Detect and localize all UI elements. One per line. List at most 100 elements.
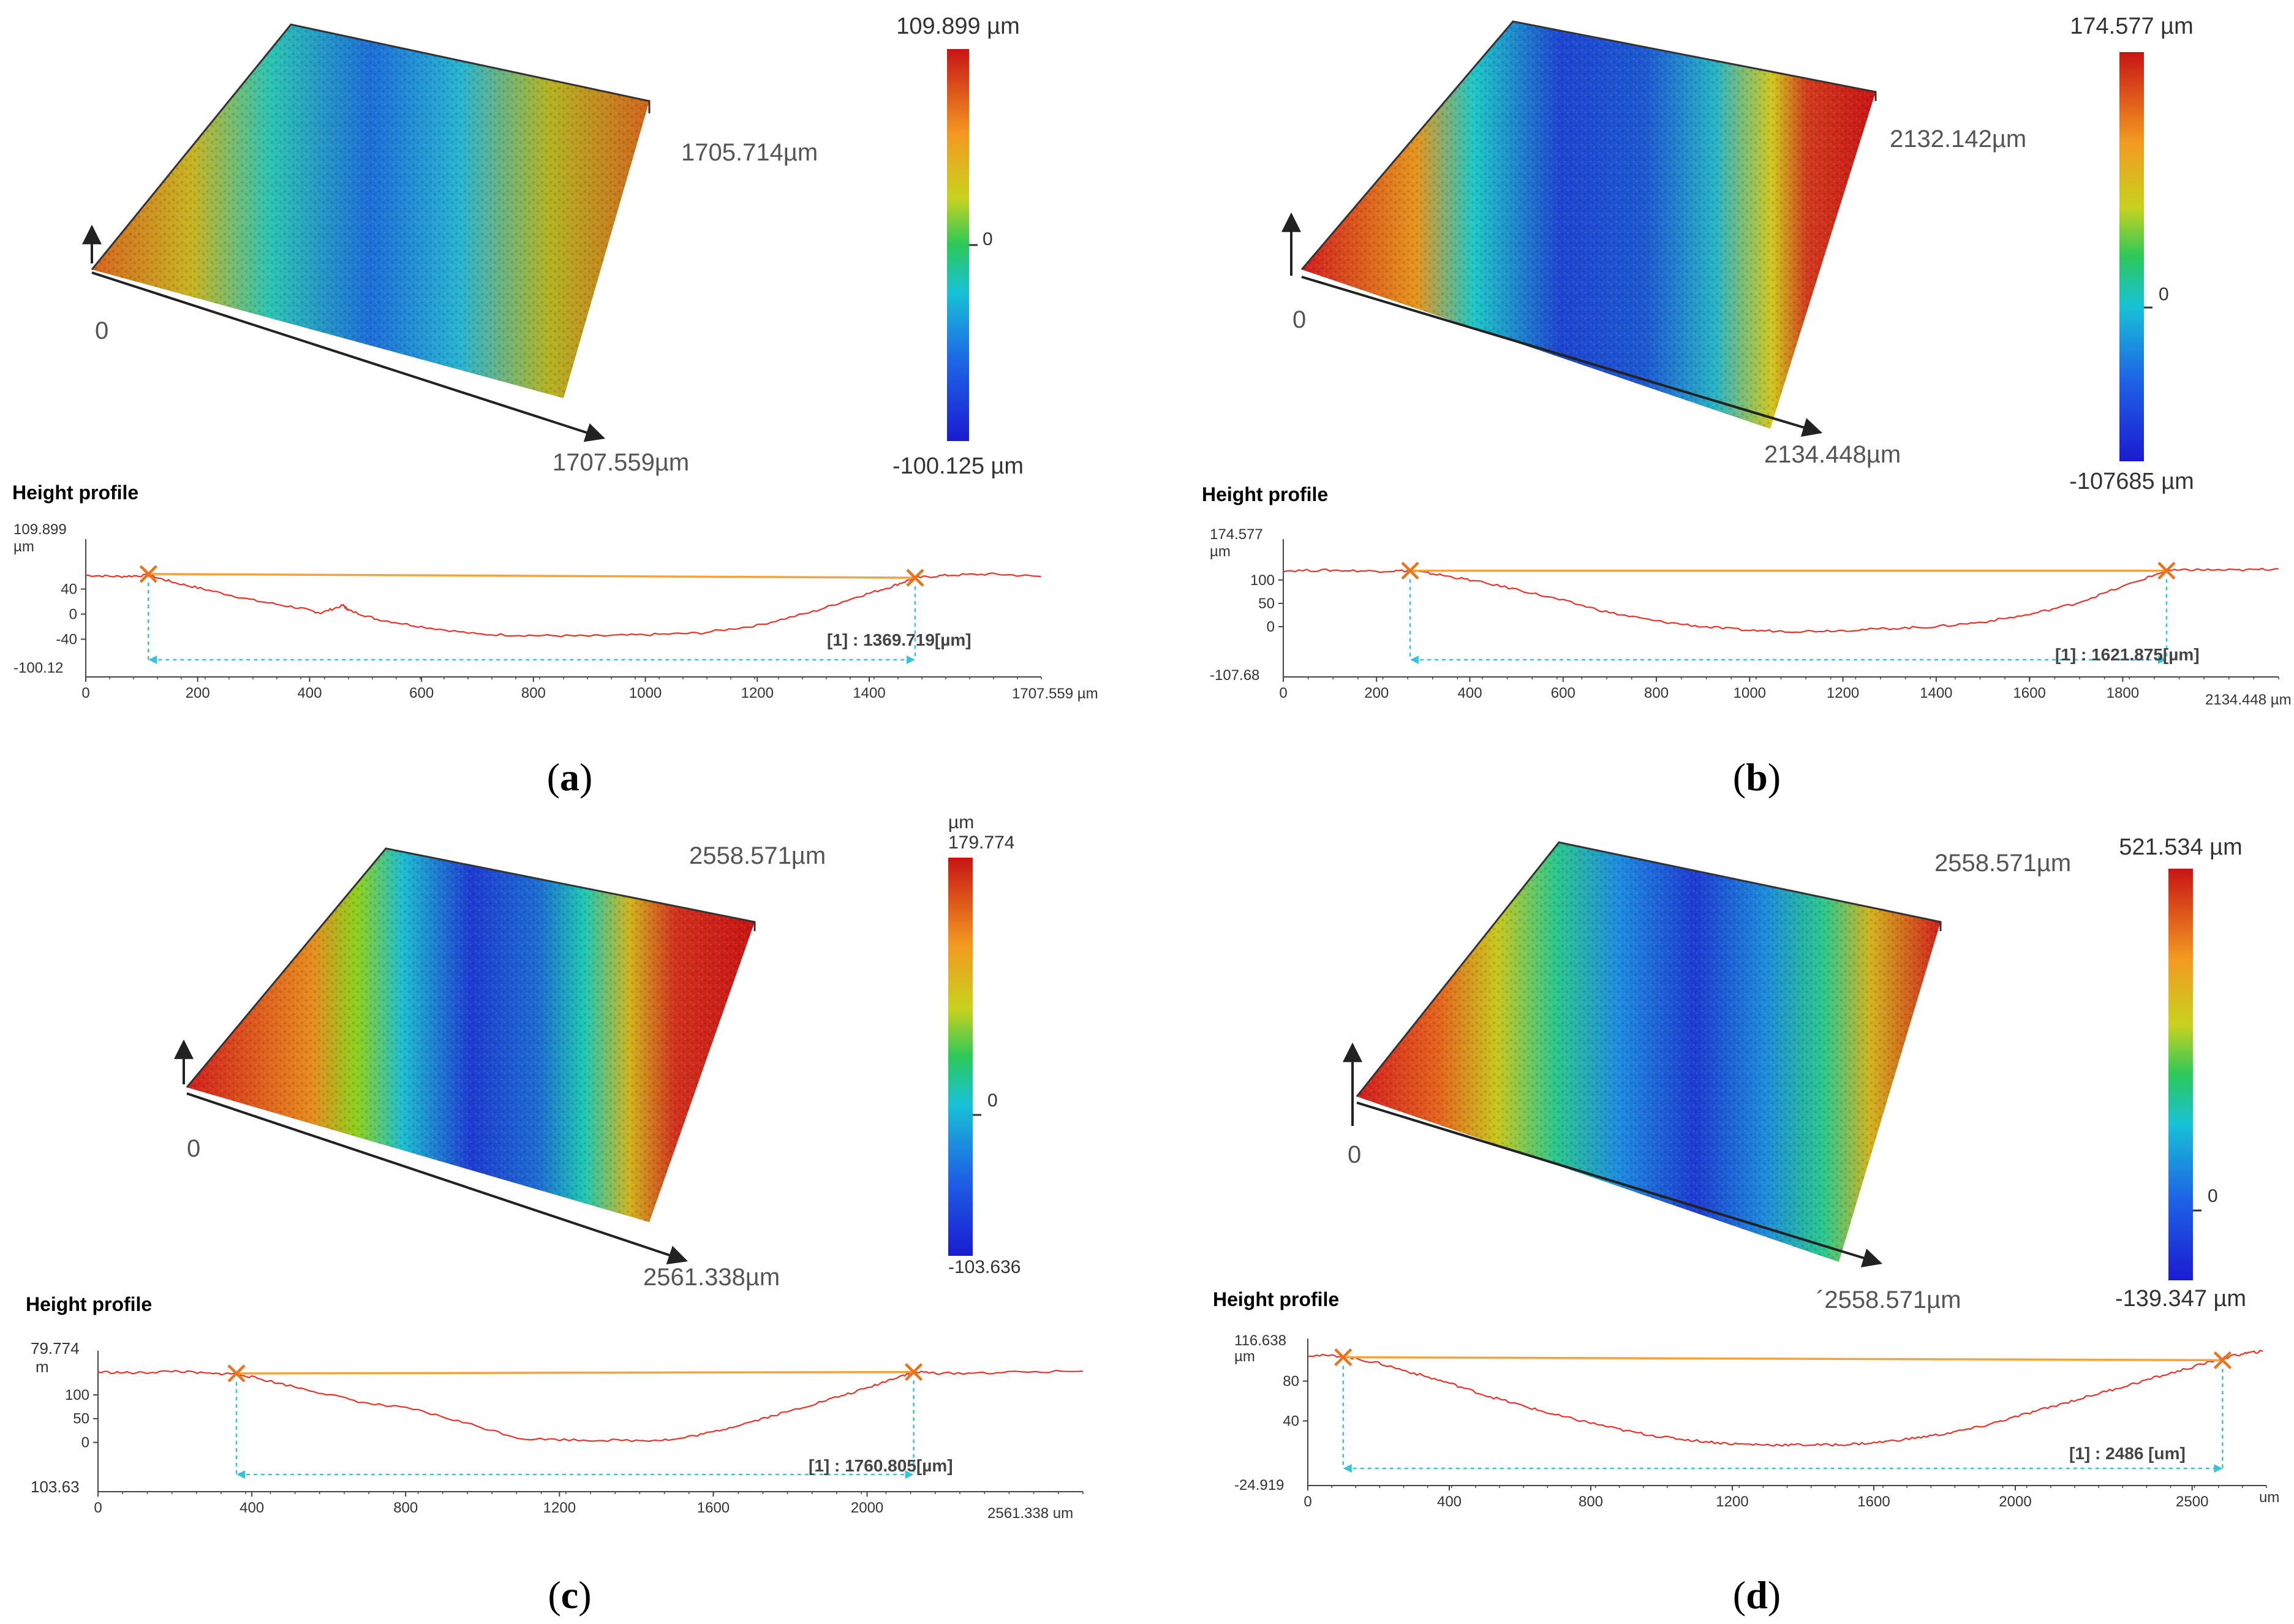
colorbar-gradient-a bbox=[947, 49, 969, 441]
origin-label-c: 0 bbox=[187, 1135, 200, 1162]
axis-x-b bbox=[1301, 276, 1823, 437]
profile-y-tick-label-d: 40 bbox=[1283, 1413, 1299, 1430]
caption-d: (d) bbox=[1733, 1573, 1781, 1617]
profile-x-tick-label-a: 1200 bbox=[741, 685, 774, 701]
profile-marker-start-c bbox=[227, 1364, 246, 1383]
profile-x-tick-label-b: 800 bbox=[1644, 685, 1669, 701]
colorbar-zero-b: 0 bbox=[2159, 284, 2169, 304]
measure-arrow-left-d bbox=[1343, 1464, 1352, 1473]
profile-x-tick-label-d: 400 bbox=[1437, 1494, 1462, 1510]
panel-d: 0 2558.571µm ´2558.571µm 521.534 µm 0 -1… bbox=[1213, 834, 2279, 1617]
profile-x-end-c: 2561.338 um bbox=[987, 1505, 1073, 1522]
measurement-label-c: [1] : 1760.805[µm] bbox=[809, 1456, 953, 1475]
x-extent-label-d: ´2558.571µm bbox=[1816, 1286, 1961, 1313]
surface-3d-c: 0 2558.571µm 2561.338µm bbox=[174, 842, 826, 1291]
profile-y-tick-label-c: 50 bbox=[73, 1411, 89, 1427]
profile-x-tick-label-b: 1400 bbox=[1920, 685, 1952, 701]
height-profile-b: Height profile 174.577 µm 100 50 0 -107.68… bbox=[1202, 483, 2292, 708]
profile-title-d: Height profile bbox=[1213, 1288, 1339, 1310]
profile-line-d bbox=[1307, 1350, 2263, 1447]
colorbar-c: µm 179.774 0 -103.636 bbox=[948, 812, 1021, 1277]
x-extent-label-a: 1707.559µm bbox=[553, 449, 689, 476]
caption-c: (c) bbox=[548, 1573, 591, 1617]
colorbar-d: 521.534 µm 0 -139.347 µm bbox=[2115, 834, 2246, 1312]
profile-x-tick-label-a: 1400 bbox=[853, 685, 885, 701]
profile-y-tick-label-c: 0 bbox=[81, 1435, 89, 1451]
colorbar-max-a: 109.899 µm bbox=[896, 13, 1019, 39]
colorbar-max-b: 174.577 µm bbox=[2070, 13, 2193, 39]
reference-line-c bbox=[236, 1370, 914, 1375]
colorbar-min-c: -103.636 bbox=[948, 1257, 1021, 1277]
reference-line-a bbox=[148, 573, 915, 579]
profile-y-unit-b: µm bbox=[1210, 543, 1231, 560]
profile-x-end-a: 1707.559 µm bbox=[1012, 685, 1098, 702]
profile-plot-c: 0 400 800 1200 1600 2000 bbox=[94, 1351, 1084, 1516]
colorbar-gradient-b bbox=[2119, 52, 2144, 461]
profile-x-tick-label-c: 1200 bbox=[543, 1500, 576, 1516]
profile-x-tick-label-b: 1200 bbox=[1827, 685, 1859, 701]
colorbar-unit-c: µm bbox=[948, 812, 974, 833]
profile-y-bottom-d: -24.919 bbox=[1234, 1477, 1284, 1494]
profile-marker-start-a bbox=[139, 565, 157, 583]
profile-y-tick-label-b: 50 bbox=[1258, 595, 1275, 612]
profile-x-tick-label-d: 800 bbox=[1579, 1494, 1603, 1510]
profile-y-tick-label-a: 40 bbox=[61, 581, 77, 598]
x-extent-label-c: 2561.338µm bbox=[643, 1264, 780, 1291]
caption-a: (a) bbox=[547, 755, 593, 799]
profile-y-unit-d: µm bbox=[1234, 1348, 1255, 1365]
profile-x-tick-label-d: 2000 bbox=[1999, 1494, 2031, 1510]
profile-y-tick-label-d: 80 bbox=[1283, 1373, 1299, 1390]
profile-x-tick-label-c: 400 bbox=[240, 1500, 264, 1516]
profile-x-tick-label-a: 200 bbox=[186, 685, 210, 701]
profile-x-end-d: um bbox=[2259, 1489, 2279, 1506]
profile-x-tick-label-d: 1200 bbox=[1716, 1494, 1748, 1510]
profile-title-c: Height profile bbox=[26, 1293, 152, 1315]
profile-x-tick-label-b: 200 bbox=[1364, 685, 1389, 701]
surface-3d-d: 0 2558.571µm ´2558.571µm bbox=[1343, 841, 2071, 1313]
colorbar-zero-c: 0 bbox=[987, 1090, 998, 1111]
y-extent-label-d: 2558.571µm bbox=[1934, 850, 2071, 877]
y-extent-label-b: 2132.142µm bbox=[1890, 126, 2026, 153]
panel-c: 0 2558.571µm 2561.338µm µm 179.774 0 -10… bbox=[26, 812, 1084, 1617]
profile-x-tick-label-a: 600 bbox=[409, 685, 434, 701]
profile-x-tick-label-b: 0 bbox=[1279, 685, 1287, 701]
colorbar-gradient-d bbox=[2168, 869, 2193, 1280]
measurement-label-d: [1] : 2486 [um] bbox=[2069, 1444, 2186, 1463]
measure-arrow-left-b bbox=[1410, 655, 1419, 664]
origin-label-b: 0 bbox=[1292, 306, 1306, 333]
profile-x-tick-label-d: 1600 bbox=[1857, 1494, 1890, 1510]
bounding-box-d bbox=[1356, 841, 1942, 1097]
profile-x-tick-label-d: 0 bbox=[1304, 1494, 1311, 1510]
profile-y-tick-label-b: 0 bbox=[1267, 619, 1275, 635]
profile-line-c bbox=[97, 1369, 1083, 1443]
profile-x-tick-label-a: 400 bbox=[297, 685, 322, 701]
colorbar-min-d: -139.347 µm bbox=[2115, 1286, 2246, 1312]
profile-y-bottom-c: 103.63 bbox=[31, 1478, 80, 1496]
profile-x-tick-label-b: 600 bbox=[1551, 685, 1575, 701]
profile-x-end-b: 2134.448 µm bbox=[2205, 692, 2292, 708]
profile-x-tick-label-c: 1600 bbox=[697, 1500, 730, 1516]
profile-y-top-b: 174.577 bbox=[1210, 526, 1263, 543]
profile-y-unit-c: m bbox=[36, 1358, 49, 1376]
profile-x-tick-label-c: 2000 bbox=[851, 1500, 883, 1516]
panel-b: 0 2132.142µm 2134.448µm 174.577 µm 0 -10… bbox=[1202, 13, 2292, 799]
measurement-label-b: [1] : 1621.875[µm] bbox=[2055, 645, 2200, 664]
profile-x-tick-label-b: 1600 bbox=[2013, 685, 2045, 701]
height-profile-d: Height profile 116.638 µm 80 40 -24.919 0… bbox=[1213, 1288, 2279, 1510]
profile-x-tick-label-b: 400 bbox=[1458, 685, 1482, 701]
measure-arrow-right-d bbox=[2214, 1464, 2223, 1473]
profile-plot-b: 0 200 400 600 800 1000 1200 1400 1600 1800 bbox=[1279, 539, 2279, 701]
profile-marker-end-c bbox=[904, 1363, 923, 1381]
profile-x-tick-label-a: 800 bbox=[521, 685, 546, 701]
bounding-box-c bbox=[186, 847, 756, 1088]
profile-line-b bbox=[1283, 567, 2279, 633]
profile-y-unit-a: µm bbox=[13, 538, 34, 555]
profile-y-bottom-a: -100.12 bbox=[13, 660, 63, 676]
colorbar-max-d: 521.534 µm bbox=[2119, 834, 2242, 860]
axis-x-c bbox=[186, 1092, 689, 1265]
panel-a: 0 1705.714µm 1707.559µm 109.899 µm 0 -10… bbox=[12, 13, 1098, 799]
profile-plot-d: 0 400 800 1200 1600 2000 2500 bbox=[1304, 1339, 2267, 1510]
measure-arrow-left-a bbox=[148, 655, 157, 664]
measure-arrow-right-c bbox=[905, 1470, 914, 1479]
